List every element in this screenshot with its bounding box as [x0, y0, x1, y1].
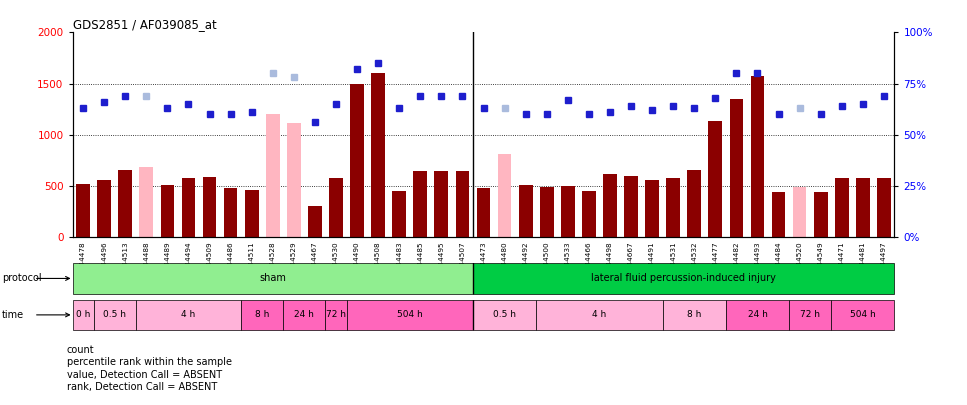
Bar [455, 171, 469, 237]
Bar [241, 300, 283, 330]
Bar [371, 73, 385, 237]
Bar [832, 300, 894, 330]
Text: 72 h: 72 h [326, 310, 346, 320]
Bar [434, 171, 448, 237]
Bar [688, 171, 701, 237]
Bar [498, 154, 512, 237]
Bar [772, 192, 785, 237]
Text: 0.5 h: 0.5 h [493, 310, 516, 320]
Bar [139, 167, 153, 237]
Bar [582, 191, 596, 237]
Bar [308, 206, 322, 237]
Bar [350, 83, 364, 237]
Bar [709, 122, 722, 237]
Bar [519, 185, 533, 237]
Bar [135, 300, 241, 330]
Bar [393, 191, 406, 237]
Text: 24 h: 24 h [294, 310, 314, 320]
Text: 8 h: 8 h [688, 310, 701, 320]
Bar [662, 300, 726, 330]
Text: lateral fluid percussion-induced injury: lateral fluid percussion-induced injury [591, 273, 777, 283]
Bar [856, 178, 869, 237]
Bar [98, 180, 111, 237]
Bar [789, 300, 832, 330]
Bar [326, 300, 346, 330]
Bar [414, 171, 427, 237]
Bar [182, 178, 195, 237]
Bar [536, 300, 662, 330]
Bar [540, 187, 553, 237]
Bar [73, 263, 473, 294]
Text: sham: sham [259, 273, 286, 283]
Text: 4 h: 4 h [593, 310, 606, 320]
Text: rank, Detection Call = ABSENT: rank, Detection Call = ABSENT [67, 382, 217, 392]
Text: value, Detection Call = ABSENT: value, Detection Call = ABSENT [67, 370, 221, 379]
Text: time: time [2, 310, 24, 320]
Text: 0.5 h: 0.5 h [103, 310, 126, 320]
Bar [473, 263, 894, 294]
Bar [223, 188, 238, 237]
Text: percentile rank within the sample: percentile rank within the sample [67, 358, 232, 367]
Bar [729, 99, 744, 237]
Bar [73, 300, 94, 330]
Bar [266, 114, 279, 237]
Bar [283, 300, 326, 330]
Bar [329, 178, 343, 237]
Bar [814, 192, 828, 237]
Bar [76, 184, 90, 237]
Text: 8 h: 8 h [255, 310, 270, 320]
Bar [118, 171, 132, 237]
Text: 72 h: 72 h [800, 310, 820, 320]
Text: protocol: protocol [2, 273, 42, 283]
Text: GDS2851 / AF039085_at: GDS2851 / AF039085_at [73, 18, 217, 31]
Bar [877, 178, 891, 237]
Bar [603, 173, 617, 237]
Text: 24 h: 24 h [747, 310, 768, 320]
Bar [835, 178, 849, 237]
Text: 504 h: 504 h [396, 310, 423, 320]
Bar [346, 300, 473, 330]
Bar [477, 188, 490, 237]
Text: 0 h: 0 h [75, 310, 90, 320]
Bar [161, 185, 174, 237]
Bar [287, 124, 301, 237]
Bar [750, 77, 764, 237]
Bar [726, 300, 789, 330]
Text: count: count [67, 345, 95, 355]
Bar [473, 300, 536, 330]
Text: 504 h: 504 h [850, 310, 876, 320]
Bar [666, 178, 680, 237]
Bar [561, 186, 574, 237]
Bar [203, 177, 217, 237]
Bar [793, 187, 806, 237]
Bar [94, 300, 135, 330]
Bar [624, 176, 638, 237]
Bar [245, 190, 258, 237]
Bar [645, 180, 659, 237]
Text: 4 h: 4 h [182, 310, 195, 320]
